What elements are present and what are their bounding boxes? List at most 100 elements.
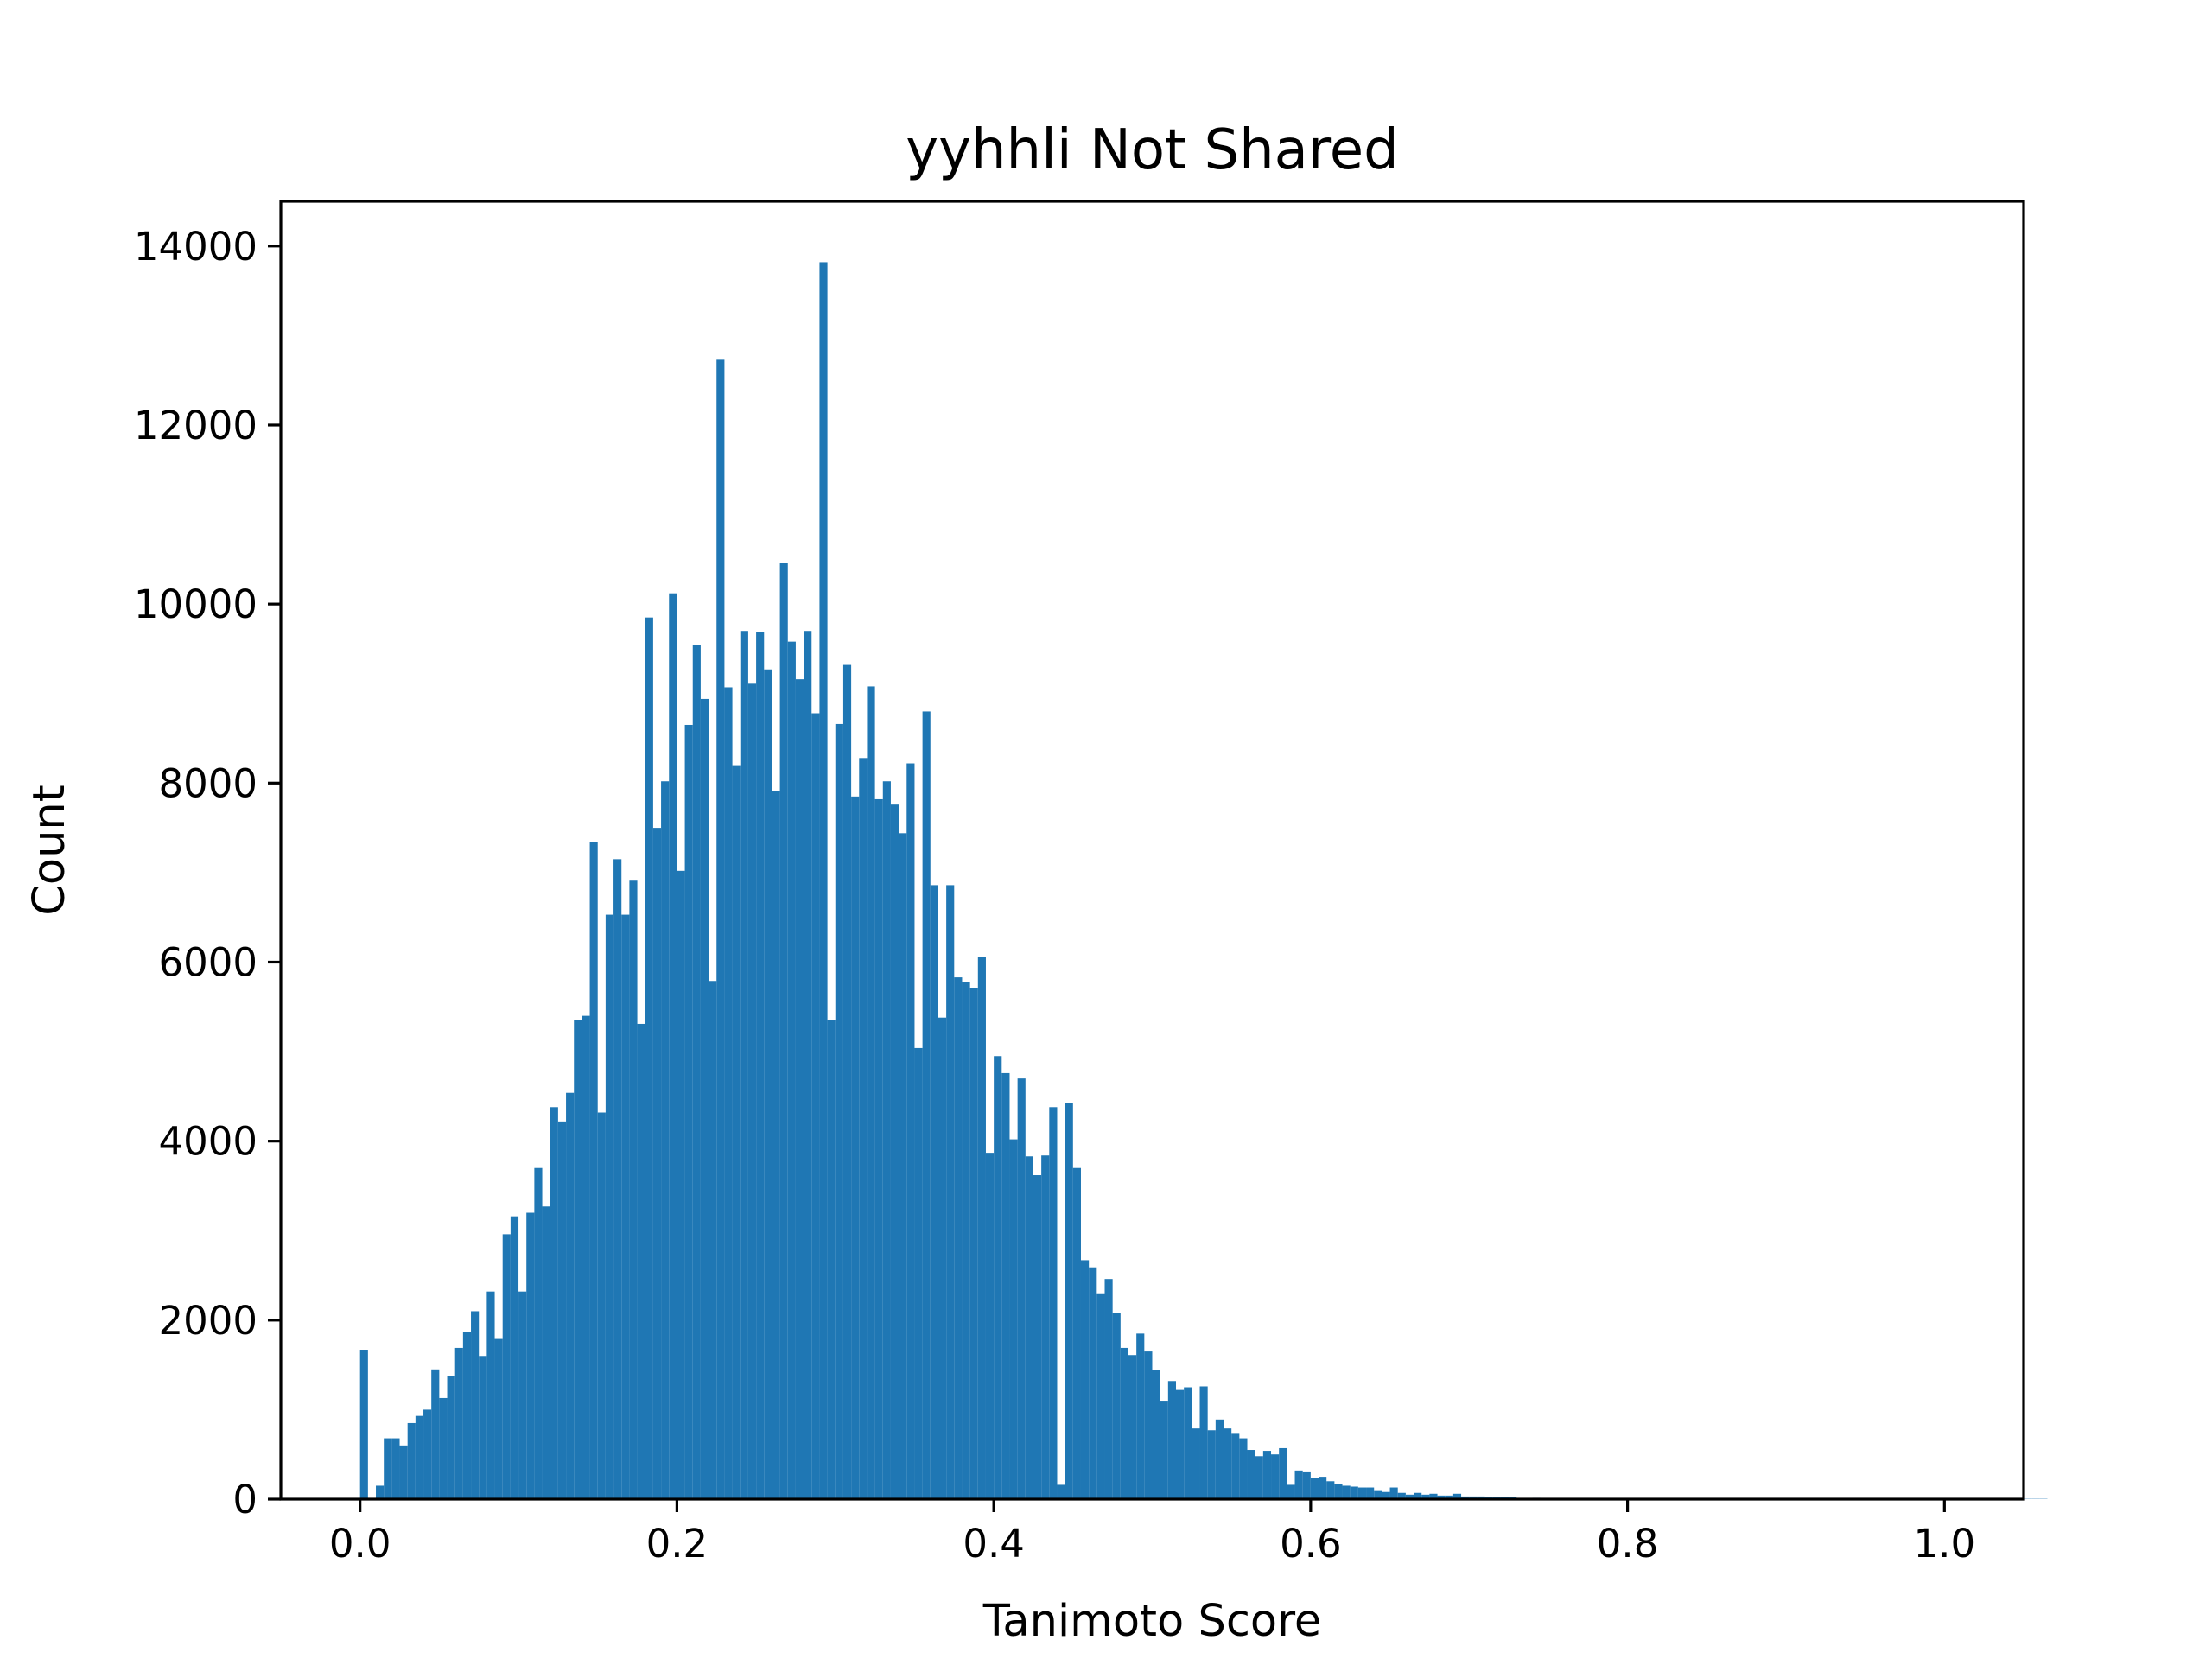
histogram-bar: [1342, 1485, 1351, 1499]
histogram-bar: [1009, 1139, 1018, 1499]
y-tick-label: 12000: [134, 403, 257, 448]
histogram-bar: [1271, 1454, 1280, 1499]
histogram-bar: [1231, 1433, 1240, 1499]
x-axis-label: Tanimoto Score: [982, 1596, 1322, 1647]
histogram-bar: [407, 1422, 416, 1499]
histogram-bar: [700, 698, 709, 1499]
histogram-bar: [787, 641, 796, 1499]
histogram-bar: [1366, 1487, 1375, 1499]
histogram-bar: [716, 359, 725, 1499]
histogram-bar: [842, 664, 852, 1499]
histogram-bar: [1302, 1471, 1311, 1499]
histogram-bar: [1025, 1156, 1033, 1499]
histogram-bar: [1437, 1495, 1446, 1499]
histogram-bar: [550, 1107, 558, 1499]
histogram-bar: [779, 563, 788, 1499]
histogram-bar: [1310, 1478, 1319, 1499]
histogram-bar: [566, 1092, 575, 1499]
histogram-bar: [518, 1291, 527, 1499]
histogram-bar: [1033, 1175, 1042, 1499]
histogram-bar: [772, 791, 780, 1499]
histogram-bar: [574, 1020, 582, 1499]
histogram-bar: [1397, 1492, 1406, 1499]
histogram-bar: [557, 1121, 567, 1499]
histogram-bar: [471, 1311, 480, 1499]
histogram-bar: [874, 798, 883, 1499]
y-axis-ticks: 0 2000 4000 6000 8000 10000 12000 14000: [134, 224, 281, 1522]
histogram-bar: [859, 758, 868, 1499]
histogram-bar: [906, 763, 915, 1499]
histogram-bar: [589, 842, 598, 1499]
histogram-bar: [804, 631, 812, 1499]
histogram-bar: [1382, 1491, 1390, 1499]
histogram-bar: [431, 1369, 440, 1499]
histogram-bar: [1184, 1387, 1192, 1499]
histogram-bar: [1049, 1107, 1058, 1499]
y-tick-label: 4000: [158, 1119, 257, 1165]
histogram-bar: [969, 988, 978, 1499]
histogram-bar: [994, 1056, 1002, 1499]
histogram-bar: [709, 981, 717, 1499]
histogram-bar: [732, 765, 741, 1499]
chart-title: yyhhli Not Shared: [906, 118, 1399, 182]
histogram-bar: [684, 724, 693, 1499]
histogram-bar: [811, 713, 820, 1499]
histogram-bar: [669, 593, 677, 1500]
x-tick-label: 1.0: [1914, 1521, 1976, 1567]
y-tick-label: 2000: [158, 1298, 257, 1344]
histogram-bar: [423, 1409, 432, 1499]
y-tick-label: 0: [232, 1477, 257, 1522]
histogram-bar: [486, 1291, 495, 1499]
histogram-bar: [914, 1047, 923, 1499]
histogram-bar: [582, 1015, 590, 1499]
histogram-bar: [1445, 1495, 1453, 1499]
histogram-bar: [1421, 1494, 1430, 1499]
histogram-bar: [954, 977, 963, 1499]
histogram-bar: [1319, 1477, 1327, 1499]
histogram-bar: [1405, 1494, 1414, 1499]
histogram-bar: [542, 1206, 550, 1499]
histogram-bars: [359, 262, 2048, 1500]
histogram-bar: [447, 1376, 455, 1499]
histogram-bar: [439, 1397, 448, 1499]
histogram-bar: [1255, 1456, 1263, 1499]
histogram-bar: [1192, 1428, 1200, 1499]
histogram-bar: [629, 880, 638, 1499]
histogram-bar: [867, 686, 875, 1499]
histogram-bar: [1215, 1419, 1224, 1499]
histogram-bar: [1414, 1492, 1422, 1499]
histogram-bar: [645, 617, 653, 1499]
histogram-bar: [962, 982, 970, 1499]
histogram-bar: [1128, 1355, 1137, 1499]
histogram-bar: [384, 1438, 392, 1499]
histogram-bar: [724, 687, 733, 1499]
histogram-bar: [526, 1212, 535, 1499]
x-tick-label: 0.6: [1280, 1521, 1342, 1567]
histogram-bar: [534, 1167, 543, 1499]
histogram-bar: [1294, 1470, 1303, 1499]
histogram-bar: [1429, 1493, 1438, 1499]
histogram-bar: [1350, 1486, 1358, 1499]
plot-frame: [279, 200, 2025, 1501]
histogram-bar: [692, 645, 701, 1499]
y-tick-label: 14000: [134, 224, 257, 270]
histogram-bar: [1207, 1430, 1216, 1499]
histogram-bar: [1239, 1438, 1248, 1499]
histogram-bar: [1096, 1293, 1105, 1499]
histogram-bar: [661, 781, 670, 1499]
histogram-bar: [1247, 1450, 1255, 1499]
y-tick-label: 10000: [134, 582, 257, 627]
histogram-bar: [740, 631, 748, 1499]
histogram-bar: [795, 679, 804, 1499]
x-tick-label: 0.4: [963, 1521, 1025, 1567]
histogram-bar: [613, 859, 622, 1499]
y-tick-label: 8000: [158, 760, 257, 806]
histogram-bar: [502, 1234, 511, 1499]
histogram-bar: [756, 632, 765, 1499]
histogram-bar: [1017, 1078, 1026, 1499]
histogram-bar: [494, 1338, 503, 1499]
histogram-bar: [1176, 1389, 1185, 1499]
histogram-bar: [827, 1020, 836, 1499]
histogram-bar: [882, 781, 891, 1499]
histogram-bar: [621, 914, 630, 1499]
